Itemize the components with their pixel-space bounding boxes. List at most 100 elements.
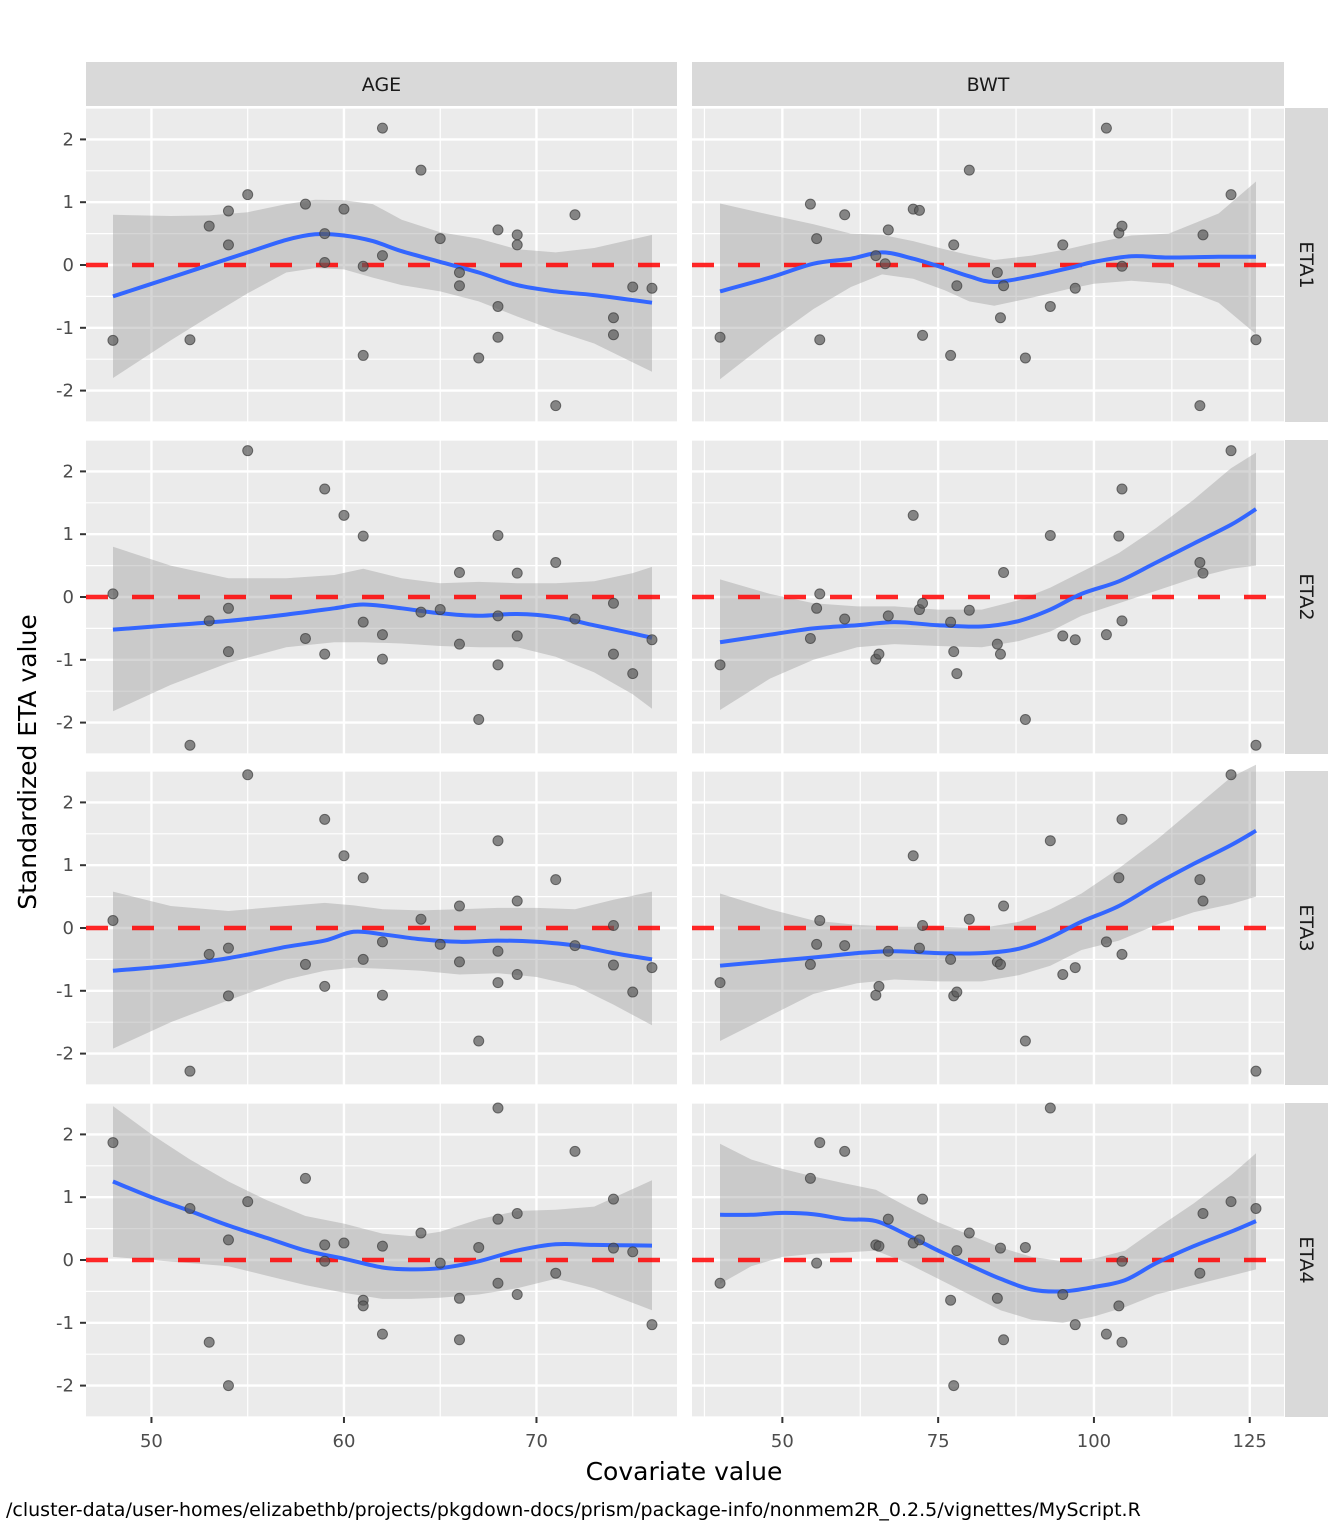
data-point bbox=[511, 567, 523, 579]
strip-bwt bbox=[692, 62, 1284, 106]
data-point bbox=[473, 713, 485, 725]
data-point bbox=[357, 349, 369, 361]
data-point bbox=[222, 1380, 234, 1392]
x-axis-title: Covariate value bbox=[586, 1457, 783, 1486]
data-point bbox=[492, 300, 504, 312]
data-point bbox=[1225, 769, 1237, 781]
data-point bbox=[299, 632, 311, 644]
data-point bbox=[811, 938, 823, 950]
data-point bbox=[814, 914, 826, 926]
data-point bbox=[453, 638, 465, 650]
smooth-line bbox=[720, 1210, 1257, 1294]
data-point bbox=[338, 203, 350, 215]
data-point bbox=[242, 769, 254, 781]
data-point bbox=[627, 668, 639, 680]
data-point bbox=[1197, 567, 1209, 579]
data-point bbox=[963, 604, 975, 616]
data-point bbox=[1113, 530, 1125, 542]
data-point bbox=[1057, 1289, 1069, 1301]
data-point bbox=[1250, 1203, 1262, 1215]
data-point bbox=[242, 445, 254, 457]
data-point bbox=[184, 739, 196, 751]
data-point bbox=[882, 224, 894, 236]
strip-eta1 bbox=[1285, 108, 1328, 422]
data-point bbox=[991, 267, 1003, 279]
data-point bbox=[873, 648, 885, 660]
data-point bbox=[994, 312, 1006, 324]
y-tick-label: 0 bbox=[63, 587, 74, 608]
data-point bbox=[1019, 352, 1031, 364]
data-point bbox=[203, 220, 215, 232]
data-point bbox=[945, 616, 957, 628]
smooth-line bbox=[719, 507, 1258, 645]
data-point bbox=[473, 1035, 485, 1047]
strip-eta3 bbox=[1285, 771, 1328, 1085]
data-point bbox=[1197, 229, 1209, 241]
data-point bbox=[963, 164, 975, 176]
x-tick-label: 50 bbox=[771, 1431, 794, 1452]
data-point bbox=[203, 1336, 215, 1348]
data-point bbox=[184, 1203, 196, 1215]
data-point bbox=[434, 938, 446, 950]
data-point bbox=[222, 1234, 234, 1246]
smooth-line bbox=[719, 250, 1257, 294]
confidence-ribbon bbox=[113, 891, 652, 1049]
data-point bbox=[1116, 948, 1128, 960]
data-point bbox=[511, 630, 523, 642]
confidence-ribbon bbox=[113, 546, 652, 712]
data-point bbox=[357, 1300, 369, 1312]
data-point bbox=[1069, 1319, 1081, 1331]
data-point bbox=[511, 239, 523, 251]
data-point bbox=[1044, 1102, 1056, 1114]
data-point bbox=[453, 956, 465, 968]
data-point bbox=[222, 239, 234, 251]
data-point bbox=[1225, 445, 1237, 457]
data-point bbox=[814, 334, 826, 346]
data-point bbox=[1057, 239, 1069, 251]
data-point bbox=[569, 1145, 581, 1157]
data-point bbox=[917, 329, 929, 341]
data-point bbox=[870, 250, 882, 262]
data-point bbox=[107, 1137, 119, 1149]
strip-label: ETA1 bbox=[1295, 241, 1317, 288]
data-point bbox=[804, 198, 816, 210]
data-point bbox=[913, 204, 925, 216]
script-path-caption: /cluster-data/user-homes/elizabethb/proj… bbox=[6, 1499, 1141, 1521]
strip-eta4 bbox=[1285, 1103, 1328, 1417]
x-tick-label: 75 bbox=[927, 1431, 950, 1452]
data-point bbox=[319, 1239, 331, 1251]
data-point bbox=[1100, 629, 1112, 641]
data-point bbox=[882, 1213, 894, 1225]
strip-label: ETA4 bbox=[1295, 1236, 1317, 1283]
data-point bbox=[203, 948, 215, 960]
data-point bbox=[415, 913, 427, 925]
data-point bbox=[948, 239, 960, 251]
y-tick-label: 2 bbox=[63, 461, 74, 482]
confidence-ribbon bbox=[113, 199, 652, 378]
data-point bbox=[319, 813, 331, 825]
data-point bbox=[473, 352, 485, 364]
data-point bbox=[991, 638, 1003, 650]
data-point bbox=[1197, 1208, 1209, 1220]
y-tick-label: 2 bbox=[63, 792, 74, 813]
data-point bbox=[1019, 1035, 1031, 1047]
data-point bbox=[1116, 260, 1128, 272]
data-point bbox=[338, 1237, 350, 1249]
data-point bbox=[907, 850, 919, 862]
data-point bbox=[511, 229, 523, 241]
data-point bbox=[569, 613, 581, 625]
data-point bbox=[627, 281, 639, 293]
data-point bbox=[184, 1065, 196, 1077]
data-point bbox=[107, 588, 119, 600]
data-point bbox=[357, 953, 369, 965]
data-point bbox=[839, 613, 851, 625]
data-point bbox=[1194, 400, 1206, 412]
data-point bbox=[873, 980, 885, 992]
data-point bbox=[1116, 483, 1128, 495]
data-point bbox=[951, 1245, 963, 1257]
data-point bbox=[376, 989, 388, 1001]
data-point bbox=[550, 556, 562, 568]
data-point bbox=[357, 260, 369, 272]
data-point bbox=[907, 509, 919, 521]
